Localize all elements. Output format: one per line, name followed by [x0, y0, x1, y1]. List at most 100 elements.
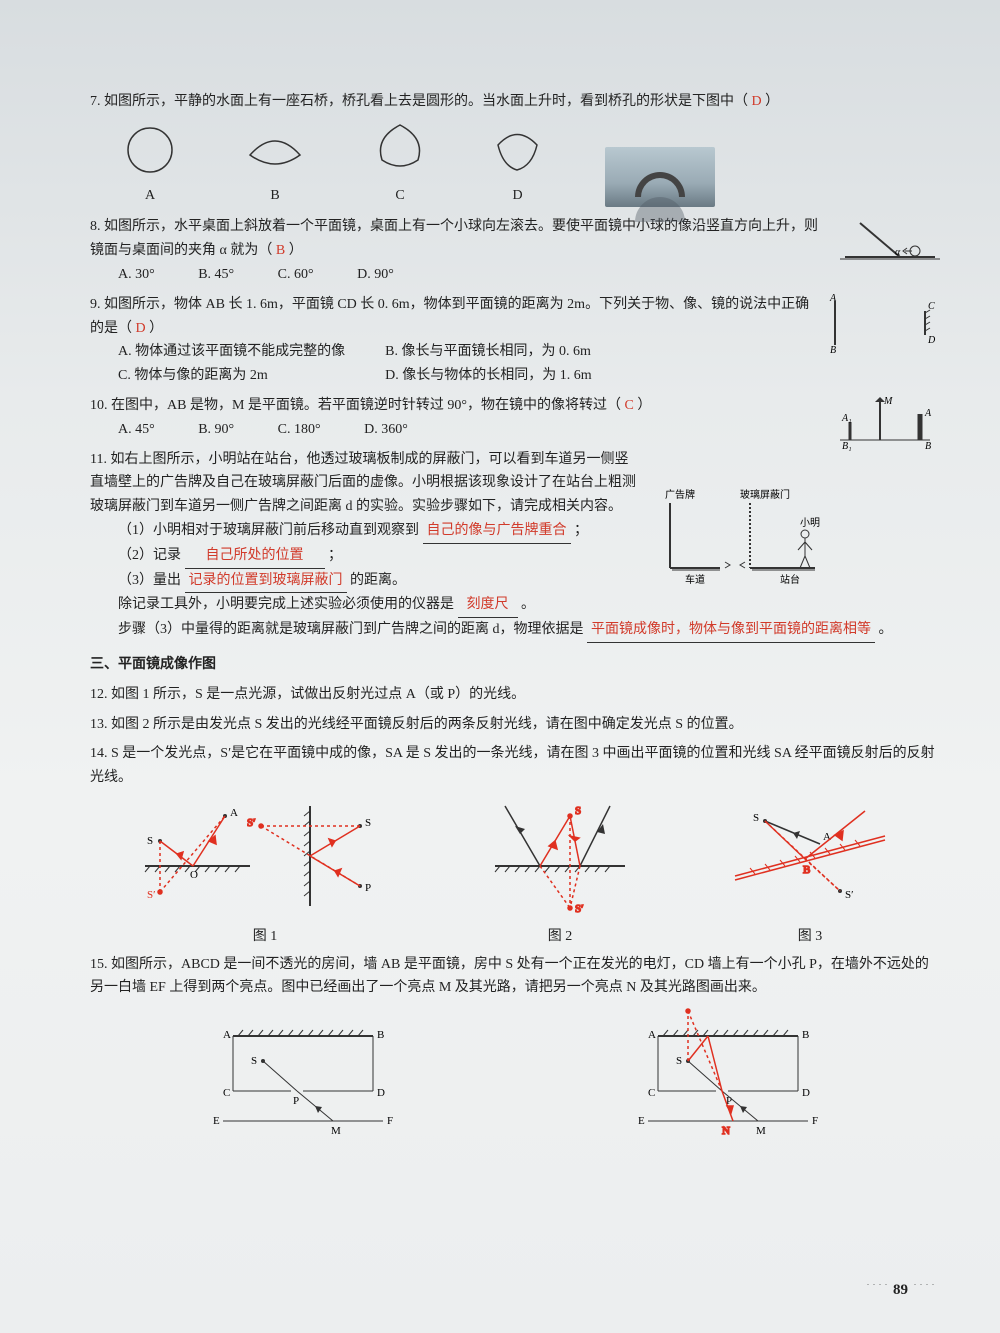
q9-answer: D	[136, 321, 146, 336]
page-number: 89	[861, 1278, 940, 1304]
svg-text:F: F	[812, 1115, 818, 1127]
svg-text:S: S	[753, 812, 759, 824]
q11-s4-fill: 刻度尺	[458, 593, 518, 618]
q7-shapes: A B C D	[90, 120, 940, 208]
svg-text:站台: 站台	[780, 573, 800, 586]
q11-s3-fill: 记录的位置到玻璃屏蔽门	[185, 569, 347, 594]
q7: 7. 如图所示，平静的水面上有一座石桥，桥孔看上去是圆形的。当水面上升时，看到桥…	[90, 90, 940, 114]
q10-opt-b: B. 90°	[198, 418, 234, 442]
svg-text:S′: S′	[575, 903, 584, 915]
svg-text:B: B	[802, 1029, 809, 1041]
q7-label-d: D	[490, 184, 545, 208]
svg-text:A: A	[230, 807, 238, 819]
svg-text:A: A	[648, 1029, 656, 1041]
svg-text:A₁: A₁	[841, 413, 852, 424]
q7-label-a: A	[120, 184, 180, 208]
svg-text:B: B	[925, 441, 931, 452]
svg-text:F: F	[387, 1115, 393, 1127]
q7-text: 7. 如图所示，平静的水面上有一座石桥，桥孔看上去是圆形的。当水面上升时，看到桥…	[90, 94, 748, 109]
svg-text:E: E	[213, 1115, 220, 1127]
q10-opts: A. 45° B. 90° C. 180° D. 360°	[90, 418, 940, 442]
q9-diagram: A B C D	[820, 293, 940, 353]
q10-opt-d: D. 360°	[364, 418, 408, 442]
svg-text:S: S	[676, 1055, 682, 1067]
q10-opt-c: C. 180°	[278, 418, 321, 442]
svg-text:M: M	[331, 1125, 341, 1137]
svg-text:B: B	[830, 345, 836, 356]
svg-text:S: S	[575, 805, 581, 817]
q10-opt-a: A. 45°	[118, 418, 155, 442]
svg-text:S′: S′	[247, 817, 256, 829]
svg-text:P: P	[365, 882, 371, 894]
q8-opt-d: D. 90°	[357, 263, 394, 287]
q9-opt-a: A. 物体通过该平面镜不能成完整的像	[118, 340, 345, 364]
svg-text:O: O	[190, 869, 198, 881]
svg-text:α: α	[895, 247, 901, 258]
q9-text: 9. 如图所示，物体 AB 长 1. 6m，平面镜 CD 长 0. 6m，物体到…	[90, 297, 809, 336]
q10-answer: C	[625, 398, 634, 413]
q15-diagram-right: AB CD P S EF M N	[618, 1006, 838, 1146]
q13: 13. 如图 2 所示是由发光点 S 发出的光线经平面镜反射后的两条反射光线，请…	[90, 713, 940, 737]
svg-text:玻璃屏蔽门: 玻璃屏蔽门	[740, 488, 790, 501]
q7-bridge-photo	[605, 147, 715, 207]
q7-after: ）	[765, 94, 779, 109]
svg-text:广告牌: 广告牌	[665, 488, 695, 501]
svg-text:D: D	[377, 1087, 385, 1099]
q15-diagrams: AB CD P S EF M AB CD P S	[90, 1006, 940, 1146]
q10-diagram: A₁ B₁ M A B	[830, 394, 940, 449]
q7-label-b: B	[240, 184, 310, 208]
svg-text:S: S	[365, 817, 371, 829]
q7-label-c: C	[370, 184, 430, 208]
figures-12-14: S A O S′ S P	[90, 796, 940, 949]
q11-diagram: 广告牌 玻璃屏蔽门 小明 车道 站台	[650, 488, 820, 598]
q7-shape-d: D	[490, 120, 545, 208]
page: 7. 如图所示，平静的水面上有一座石桥，桥孔看上去是圆形的。当水面上升时，看到桥…	[0, 0, 1000, 1333]
svg-text:M: M	[756, 1125, 766, 1137]
q7-shape-b: B	[240, 125, 310, 208]
q8-opt-b: B. 45°	[198, 263, 234, 287]
svg-text:C: C	[648, 1087, 655, 1099]
q11-s2-fill: 自己所处的位置	[185, 544, 325, 569]
svg-text:D: D	[802, 1087, 810, 1099]
q10-text: 10. 在图中，AB 是物，M 是平面镜。若平面镜逆时针转过 90°，物在镜中的…	[90, 398, 621, 413]
svg-text:P: P	[293, 1095, 299, 1107]
svg-text:S: S	[147, 835, 153, 847]
q8-opts: A. 30° B. 45° C. 60° D. 90°	[90, 263, 940, 287]
q8-text: 8. 如图所示，水平桌面上斜放着一个平面镜，桌面上有一个小球向左滚去。要使平面镜…	[90, 219, 818, 258]
q9-after: ）	[149, 321, 163, 336]
q14: 14. S 是一个发光点，S′是它在平面镜中成的像，SA 是 S 发出的一条光线…	[90, 742, 940, 790]
svg-text:C: C	[223, 1087, 230, 1099]
q9-opt-c: C. 物体与像的距离为 2m	[118, 364, 345, 388]
svg-text:D: D	[927, 335, 936, 346]
q15-diagram-left: AB CD P S EF M	[193, 1016, 413, 1146]
q11: 广告牌 玻璃屏蔽门 小明 车道 站台 11. 如右上图所示，小明站在站台，他透过…	[90, 448, 940, 643]
svg-text:A: A	[924, 408, 932, 419]
q7-answer: D	[752, 94, 762, 109]
fig1-label: 图 1	[135, 925, 395, 949]
q12: 12. 如图 1 所示，S 是一点光源，试做出反射光过点 A（或 P）的光线。	[90, 683, 940, 707]
q7-shape-c: C	[370, 120, 430, 208]
q15: 15. 如图所示，ABCD 是一间不透光的房间，墙 AB 是平面镜，房中 S 处…	[90, 953, 940, 1001]
svg-text:B: B	[377, 1029, 384, 1041]
q7-shape-a: A	[120, 125, 180, 208]
q8-diagram: α	[840, 215, 940, 265]
svg-text:车道: 车道	[685, 573, 705, 586]
q9: A B C D 9. 如图所示，物体 AB 长 1. 6m，平面镜 CD 长 0…	[90, 293, 940, 388]
fig2-label: 图 2	[485, 925, 635, 949]
fig3: S A S′ B 图 3	[725, 796, 895, 949]
svg-text:N: N	[722, 1125, 730, 1137]
svg-text:C: C	[928, 301, 935, 312]
svg-text:S′: S′	[147, 889, 156, 901]
svg-text:S′: S′	[845, 889, 854, 901]
svg-text:B₁: B₁	[842, 441, 852, 452]
q8-opt-a: A. 30°	[118, 263, 155, 287]
q11-s5-fill: 平面镜成像时，物体与像到平面镜的距离相等	[587, 618, 875, 643]
fig1: S A O S′ S P	[135, 796, 395, 949]
svg-text:A: A	[829, 293, 837, 304]
svg-text:A: A	[223, 1029, 231, 1041]
svg-text:M: M	[883, 396, 893, 407]
q11-s5: 步骤（3）中量得的距离就是玻璃屏蔽门到广告牌之间的距离 d，物理依据是 平面镜成…	[90, 618, 940, 643]
q8-answer: B	[276, 243, 285, 258]
section-3-title: 三、平面镜成像作图	[90, 653, 940, 677]
q10-after: ）	[637, 398, 651, 413]
